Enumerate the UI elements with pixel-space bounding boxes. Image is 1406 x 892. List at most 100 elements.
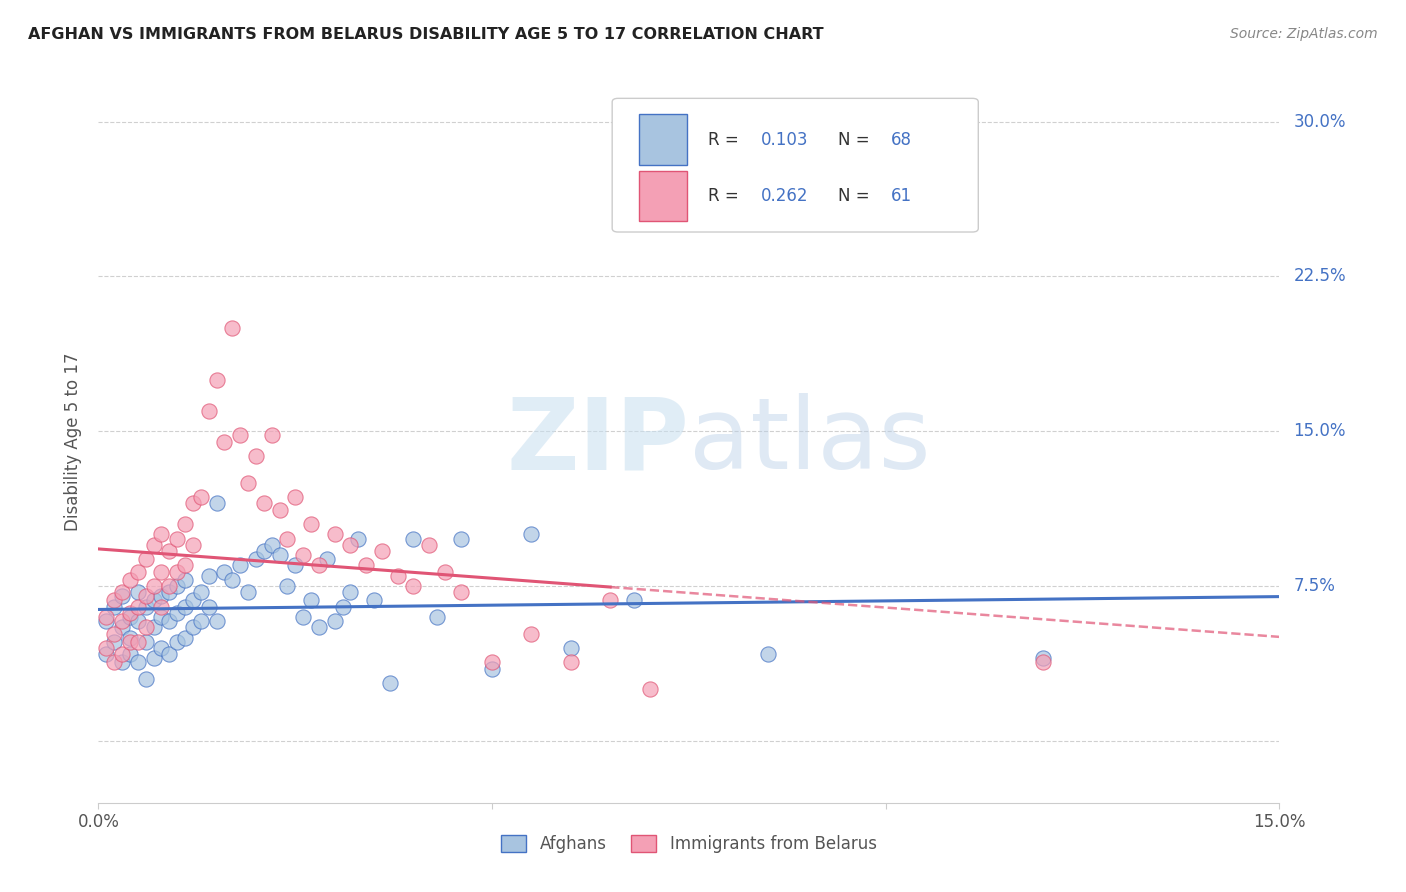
Point <box>150 565 173 579</box>
Point <box>181 593 204 607</box>
Point <box>347 532 370 546</box>
Point <box>339 585 361 599</box>
Point <box>339 538 361 552</box>
Point <box>450 532 472 546</box>
Point <box>142 538 165 552</box>
Point <box>103 593 125 607</box>
Point <box>166 606 188 620</box>
Text: AFGHAN VS IMMIGRANTS FROM BELARUS DISABILITY AGE 5 TO 17 CORRELATION CHART: AFGHAN VS IMMIGRANTS FROM BELARUS DISABI… <box>28 27 824 42</box>
Point <box>308 620 330 634</box>
Text: 22.5%: 22.5% <box>1294 268 1346 285</box>
Point <box>450 585 472 599</box>
Point <box>150 610 173 624</box>
Point <box>520 626 543 640</box>
Point <box>135 634 157 648</box>
Point <box>638 682 661 697</box>
Point <box>166 579 188 593</box>
Point <box>181 620 204 634</box>
Point <box>269 548 291 562</box>
FancyBboxPatch shape <box>612 98 979 232</box>
Point <box>174 599 197 614</box>
Point <box>284 558 307 573</box>
Point <box>135 620 157 634</box>
Point <box>253 544 276 558</box>
Text: R =: R = <box>707 187 744 205</box>
Point <box>332 599 354 614</box>
Point <box>599 593 621 607</box>
Point <box>174 517 197 532</box>
Y-axis label: Disability Age 5 to 17: Disability Age 5 to 17 <box>65 352 83 531</box>
Point <box>127 656 149 670</box>
Point <box>127 599 149 614</box>
Point <box>481 656 503 670</box>
Point <box>103 599 125 614</box>
Point <box>292 548 315 562</box>
Point <box>157 614 180 628</box>
Point <box>111 585 134 599</box>
Point <box>354 558 377 573</box>
Point <box>323 527 346 541</box>
Point <box>142 651 165 665</box>
Point <box>315 552 337 566</box>
Point <box>323 614 346 628</box>
Point <box>157 579 180 593</box>
Point <box>260 538 283 552</box>
FancyBboxPatch shape <box>640 114 686 165</box>
Text: 0.103: 0.103 <box>761 130 808 149</box>
Text: N =: N = <box>838 130 875 149</box>
Point <box>221 321 243 335</box>
Point <box>142 593 165 607</box>
Point <box>623 593 645 607</box>
Point <box>260 428 283 442</box>
Point <box>181 538 204 552</box>
Point <box>111 620 134 634</box>
Point <box>363 593 385 607</box>
Point <box>166 532 188 546</box>
Point <box>371 544 394 558</box>
Text: 0.262: 0.262 <box>761 187 808 205</box>
Text: atlas: atlas <box>689 393 931 490</box>
Text: N =: N = <box>838 187 875 205</box>
Point <box>418 538 440 552</box>
Text: 7.5%: 7.5% <box>1294 577 1336 595</box>
FancyBboxPatch shape <box>640 170 686 221</box>
Point <box>118 647 141 661</box>
Point <box>520 527 543 541</box>
Point <box>118 634 141 648</box>
Point <box>269 502 291 516</box>
Text: 68: 68 <box>891 130 912 149</box>
Point <box>135 672 157 686</box>
Point <box>433 565 456 579</box>
Point <box>150 640 173 655</box>
Point <box>205 373 228 387</box>
Point <box>481 662 503 676</box>
Point <box>174 631 197 645</box>
Text: R =: R = <box>707 130 744 149</box>
Point <box>190 490 212 504</box>
Point <box>96 647 118 661</box>
Point <box>402 579 425 593</box>
Text: 61: 61 <box>891 187 912 205</box>
Point <box>378 676 401 690</box>
Point <box>157 544 180 558</box>
Point <box>103 626 125 640</box>
Point <box>118 610 141 624</box>
Point <box>276 532 298 546</box>
Text: ZIP: ZIP <box>506 393 689 490</box>
Point <box>387 568 409 582</box>
Point <box>1032 651 1054 665</box>
Point <box>190 585 212 599</box>
Point <box>229 558 252 573</box>
Point <box>214 434 236 449</box>
Point <box>150 590 173 604</box>
Point <box>174 573 197 587</box>
Point <box>299 517 322 532</box>
Point <box>135 552 157 566</box>
Point <box>111 590 134 604</box>
Point <box>181 496 204 510</box>
Point <box>111 656 134 670</box>
Point <box>118 573 141 587</box>
Point <box>229 428 252 442</box>
Point <box>166 634 188 648</box>
Point <box>118 631 141 645</box>
